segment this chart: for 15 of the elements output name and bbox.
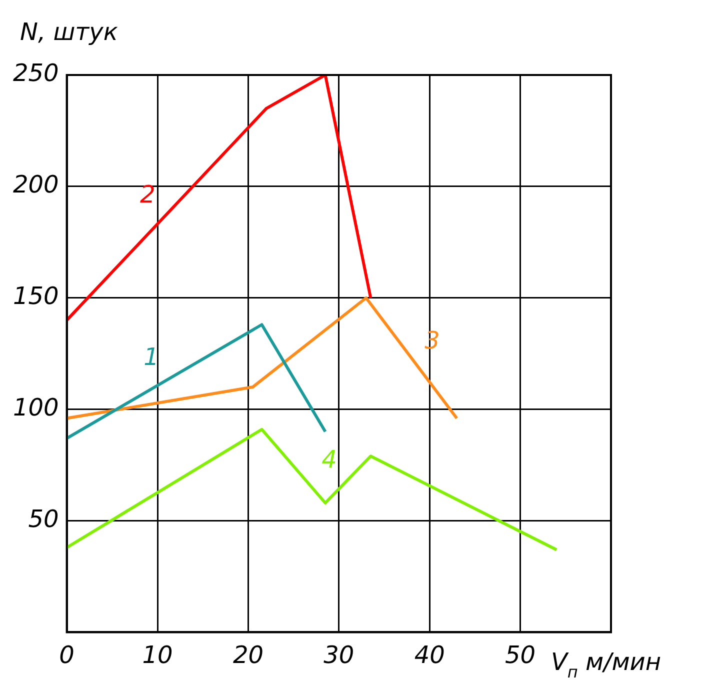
x-tick-label: 40 <box>414 640 445 669</box>
y-tick-label: 200 <box>12 170 59 199</box>
y-tick-label: 250 <box>12 59 59 88</box>
x-tick-label: 50 <box>505 640 536 669</box>
series-label: 1 <box>144 343 159 372</box>
y-tick-label: 100 <box>12 394 59 422</box>
series-label: 2 <box>140 180 156 209</box>
x-tick-label: 0 <box>59 640 74 669</box>
x-tick-label: 20 <box>232 640 264 669</box>
x-tick-label: 30 <box>324 640 354 669</box>
y-axis-title: N, штук <box>20 18 118 46</box>
x-tick-label: 10 <box>142 640 173 669</box>
series-label: 4 <box>322 446 337 474</box>
y-tick-label: 50 <box>28 504 59 533</box>
y-tick-label: 150 <box>12 282 59 310</box>
